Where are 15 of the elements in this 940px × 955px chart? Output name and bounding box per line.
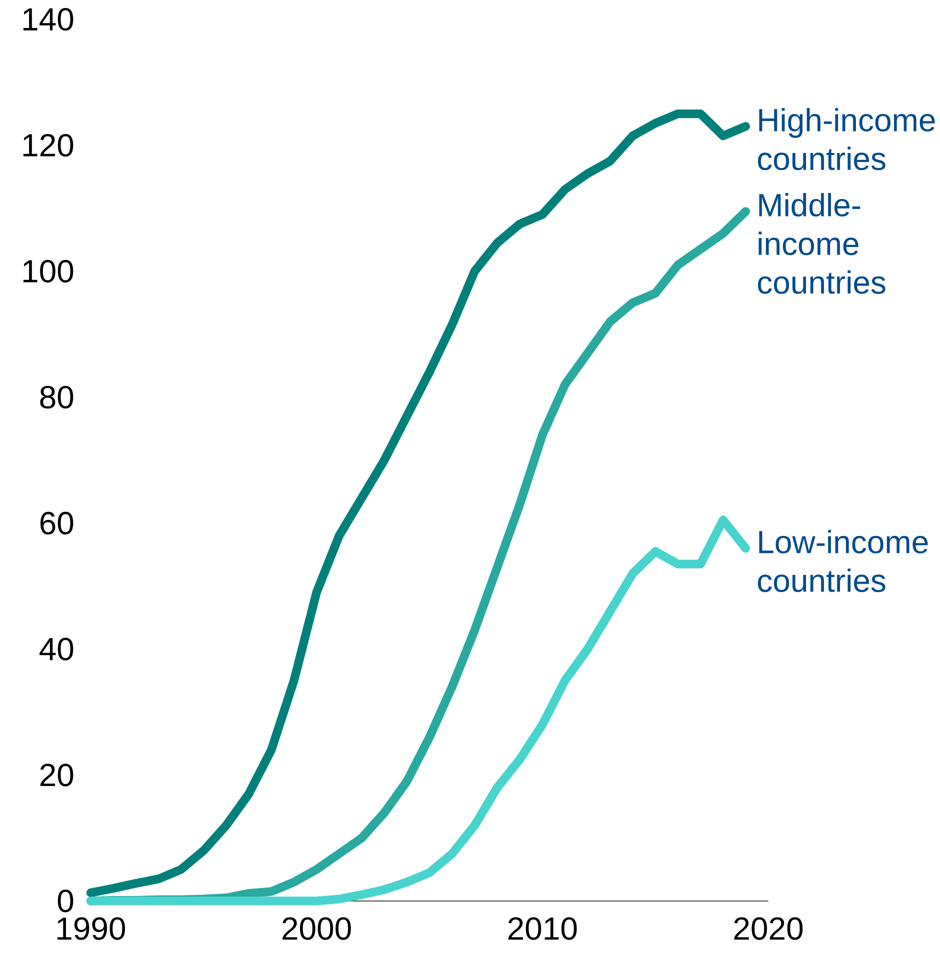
y-tick-label: 80 (40, 386, 74, 409)
y-tick-label: 100 (23, 260, 73, 283)
y-tick-label: 140 (23, 8, 73, 31)
x-tick-label: 2010 (508, 917, 577, 940)
x-tick-label: 2000 (282, 917, 351, 940)
y-tick-label: 60 (40, 512, 74, 534)
series-label: Low-income countries (758, 530, 928, 592)
x-tick-label: 1990 (57, 917, 125, 940)
series-label: Middle-income countries (758, 193, 886, 294)
y-tick-label: 20 (40, 764, 74, 786)
x-tick-label: 2020 (734, 917, 802, 940)
series-label: High-income countries (758, 108, 935, 170)
y-tick-label: 120 (23, 134, 73, 157)
y-tick-label: 0 (58, 890, 74, 912)
y-tick-label: 40 (39, 638, 74, 660)
